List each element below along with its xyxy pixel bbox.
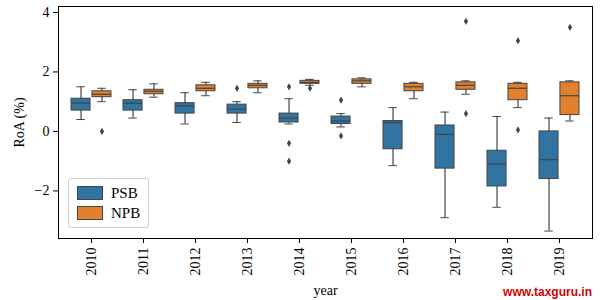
- svg-text:2014: 2014: [292, 248, 307, 276]
- svg-text:2015: 2015: [344, 248, 359, 276]
- svg-text:2010: 2010: [84, 248, 99, 276]
- svg-text:2018: 2018: [500, 248, 515, 276]
- svg-text:2011: 2011: [136, 248, 151, 275]
- svg-text:2019: 2019: [552, 248, 567, 276]
- svg-text:2013: 2013: [240, 248, 255, 276]
- html-text:NPB: NPB: [111, 205, 141, 221]
- svg-text:2017: 2017: [448, 248, 463, 276]
- svg-text:0: 0: [43, 124, 50, 139]
- html-text:PSB: PSB: [111, 185, 138, 201]
- svg-text:2012: 2012: [188, 248, 203, 276]
- svg-text:year: year: [313, 283, 337, 298]
- html-text:www.taxguru.in: www.taxguru.in: [503, 285, 592, 299]
- svg-text:4: 4: [43, 5, 50, 20]
- svg-text:−2: −2: [35, 183, 50, 198]
- svg-text:2: 2: [43, 64, 50, 79]
- svg-text:2016: 2016: [396, 248, 411, 276]
- svg-text:RoA (%): RoA (%): [12, 97, 28, 148]
